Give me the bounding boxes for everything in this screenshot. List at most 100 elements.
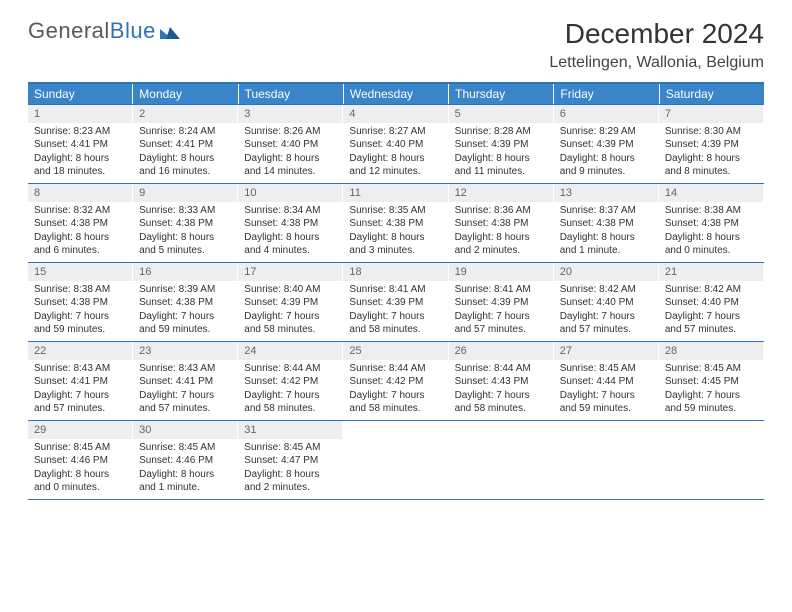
day-cell: 25Sunrise: 8:44 AMSunset: 4:42 PMDayligh…: [343, 342, 448, 420]
sunset-text: Sunset: 4:46 PM: [34, 454, 126, 468]
sunrise-text: Sunrise: 8:24 AM: [139, 125, 231, 139]
day-number: 5: [449, 105, 553, 123]
daylight-text: Daylight: 8 hours and 9 minutes.: [560, 152, 652, 179]
daylight-text: Daylight: 8 hours and 18 minutes.: [34, 152, 126, 179]
logo-word1: General: [28, 18, 110, 43]
sunset-text: Sunset: 4:39 PM: [455, 296, 547, 310]
day-body: Sunrise: 8:34 AMSunset: 4:38 PMDaylight:…: [238, 202, 342, 262]
sunrise-text: Sunrise: 8:45 AM: [34, 441, 126, 455]
daylight-text: Daylight: 8 hours and 12 minutes.: [349, 152, 441, 179]
sunset-text: Sunset: 4:39 PM: [560, 138, 652, 152]
day-cell: 30Sunrise: 8:45 AMSunset: 4:46 PMDayligh…: [133, 421, 238, 499]
day-number: 23: [133, 342, 237, 360]
daylight-text: Daylight: 8 hours and 8 minutes.: [665, 152, 757, 179]
day-cell: [659, 421, 764, 499]
sunrise-text: Sunrise: 8:45 AM: [244, 441, 336, 455]
sunset-text: Sunset: 4:39 PM: [455, 138, 547, 152]
day-body: Sunrise: 8:38 AMSunset: 4:38 PMDaylight:…: [28, 281, 132, 341]
sunrise-text: Sunrise: 8:39 AM: [139, 283, 231, 297]
daylight-text: Daylight: 7 hours and 58 minutes.: [349, 389, 441, 416]
day-body: Sunrise: 8:29 AMSunset: 4:39 PMDaylight:…: [554, 123, 658, 183]
day-number: 24: [238, 342, 342, 360]
daylight-text: Daylight: 7 hours and 59 minutes.: [139, 310, 231, 337]
day-body: Sunrise: 8:42 AMSunset: 4:40 PMDaylight:…: [659, 281, 763, 341]
daylight-text: Daylight: 8 hours and 6 minutes.: [34, 231, 126, 258]
sunrise-text: Sunrise: 8:33 AM: [139, 204, 231, 218]
day-number: 3: [238, 105, 342, 123]
day-body: Sunrise: 8:45 AMSunset: 4:47 PMDaylight:…: [238, 439, 342, 499]
calendar: SundayMondayTuesdayWednesdayThursdayFrid…: [28, 82, 764, 500]
daylight-text: Daylight: 7 hours and 58 minutes.: [244, 389, 336, 416]
day-body: Sunrise: 8:44 AMSunset: 4:43 PMDaylight:…: [449, 360, 553, 420]
day-cell: 2Sunrise: 8:24 AMSunset: 4:41 PMDaylight…: [133, 105, 238, 183]
sunset-text: Sunset: 4:44 PM: [560, 375, 652, 389]
day-body: Sunrise: 8:45 AMSunset: 4:45 PMDaylight:…: [659, 360, 763, 420]
day-body: Sunrise: 8:39 AMSunset: 4:38 PMDaylight:…: [133, 281, 237, 341]
day-cell: 19 Sunrise: 8:41 AMSunset: 4:39 PMDayligh…: [449, 263, 554, 341]
daylight-text: Daylight: 8 hours and 5 minutes.: [139, 231, 231, 258]
sunrise-text: Sunrise: 8:30 AM: [665, 125, 757, 139]
weekday-header: Monday: [133, 84, 238, 104]
day-body: Sunrise: 8:36 AMSunset: 4:38 PMDaylight:…: [449, 202, 553, 262]
day-body: Sunrise: 8:41 AMSunset: 4:39 PMDaylight:…: [343, 281, 447, 341]
sunrise-text: Sunrise: 8:43 AM: [139, 362, 231, 376]
month-title: December 2024: [549, 18, 764, 50]
sunset-text: Sunset: 4:38 PM: [455, 217, 547, 231]
daylight-text: Daylight: 7 hours and 57 minutes.: [139, 389, 231, 416]
day-cell: 24Sunrise: 8:44 AMSunset: 4:42 PMDayligh…: [238, 342, 343, 420]
logo-text: GeneralBlue: [28, 18, 156, 44]
day-cell: 29Sunrise: 8:45 AMSunset: 4:46 PMDayligh…: [28, 421, 133, 499]
sunrise-text: Sunrise: 8:45 AM: [665, 362, 757, 376]
daylight-text: Daylight: 8 hours and 4 minutes.: [244, 231, 336, 258]
daylight-text: Daylight: 7 hours and 57 minutes.: [455, 310, 547, 337]
sunset-text: Sunset: 4:46 PM: [139, 454, 231, 468]
weekday-header: Wednesday: [344, 84, 449, 104]
day-body: Sunrise: 8:33 AMSunset: 4:38 PMDaylight:…: [133, 202, 237, 262]
sunrise-text: Sunrise: 8:35 AM: [349, 204, 441, 218]
day-cell: 3Sunrise: 8:26 AMSunset: 4:40 PMDaylight…: [238, 105, 343, 183]
day-number: 16: [133, 263, 237, 281]
daylight-text: Daylight: 8 hours and 1 minute.: [560, 231, 652, 258]
day-number: 8: [28, 184, 132, 202]
sunrise-text: Sunrise: 8:34 AM: [244, 204, 336, 218]
sunset-text: Sunset: 4:42 PM: [244, 375, 336, 389]
sunset-text: Sunset: 4:41 PM: [34, 138, 126, 152]
sunset-text: Sunset: 4:43 PM: [455, 375, 547, 389]
weekday-header: Tuesday: [239, 84, 344, 104]
weeks-container: 1Sunrise: 8:23 AMSunset: 4:41 PMDaylight…: [28, 104, 764, 499]
daylight-text: Daylight: 7 hours and 59 minutes.: [665, 389, 757, 416]
sunrise-text: Sunrise: 8:41 AM: [455, 283, 547, 297]
day-cell: 12Sunrise: 8:36 AMSunset: 4:38 PMDayligh…: [449, 184, 554, 262]
title-block: December 2024 Lettelingen, Wallonia, Bel…: [549, 18, 764, 72]
daylight-text: Daylight: 7 hours and 59 minutes.: [560, 389, 652, 416]
day-number: 13: [554, 184, 658, 202]
sunset-text: Sunset: 4:40 PM: [560, 296, 652, 310]
daylight-text: Daylight: 7 hours and 58 minutes.: [244, 310, 336, 337]
daylight-text: Daylight: 7 hours and 58 minutes.: [349, 310, 441, 337]
day-body: Sunrise: 8:26 AMSunset: 4:40 PMDaylight:…: [238, 123, 342, 183]
day-number: 29: [28, 421, 132, 439]
sunrise-text: Sunrise: 8:45 AM: [560, 362, 652, 376]
day-cell: 31Sunrise: 8:45 AMSunset: 4:47 PMDayligh…: [238, 421, 343, 499]
day-number: 4: [343, 105, 447, 123]
daylight-text: Daylight: 7 hours and 59 minutes.: [34, 310, 126, 337]
header: GeneralBlue December 2024 Lettelingen, W…: [28, 18, 764, 72]
sunset-text: Sunset: 4:38 PM: [34, 296, 126, 310]
week-row: 1Sunrise: 8:23 AMSunset: 4:41 PMDaylight…: [28, 104, 764, 183]
day-number: 20: [554, 263, 658, 281]
location: Lettelingen, Wallonia, Belgium: [549, 54, 764, 72]
weekday-header: Sunday: [28, 84, 133, 104]
sunset-text: Sunset: 4:41 PM: [34, 375, 126, 389]
week-row: 22Sunrise: 8:43 AMSunset: 4:41 PMDayligh…: [28, 341, 764, 420]
weekday-row: SundayMondayTuesdayWednesdayThursdayFrid…: [28, 84, 764, 104]
day-cell: 28Sunrise: 8:45 AMSunset: 4:45 PMDayligh…: [659, 342, 764, 420]
day-number: 19: [449, 263, 553, 281]
sunrise-text: Sunrise: 8:44 AM: [455, 362, 547, 376]
day-body: Sunrise: 8:44 AMSunset: 4:42 PMDaylight:…: [238, 360, 342, 420]
day-body: Sunrise: 8:28 AMSunset: 4:39 PMDaylight:…: [449, 123, 553, 183]
sunset-text: Sunset: 4:41 PM: [139, 138, 231, 152]
sunset-text: Sunset: 4:38 PM: [665, 217, 757, 231]
day-number: 25: [343, 342, 447, 360]
sunset-text: Sunset: 4:38 PM: [139, 296, 231, 310]
logo-word2: Blue: [110, 18, 156, 43]
